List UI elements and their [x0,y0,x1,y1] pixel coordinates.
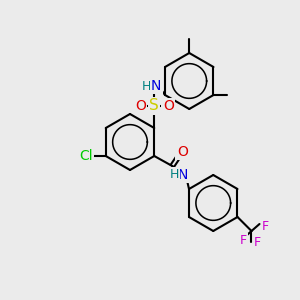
Text: F: F [240,235,247,248]
Text: S: S [149,98,159,113]
Text: O: O [135,99,146,113]
Text: H: H [169,169,179,182]
Text: N: N [178,168,188,182]
Text: Cl: Cl [79,149,93,163]
Text: H: H [142,80,151,92]
Text: O: O [163,99,174,113]
Text: F: F [254,236,261,250]
Text: N: N [151,79,161,93]
Text: O: O [177,145,188,159]
Text: F: F [262,220,269,233]
